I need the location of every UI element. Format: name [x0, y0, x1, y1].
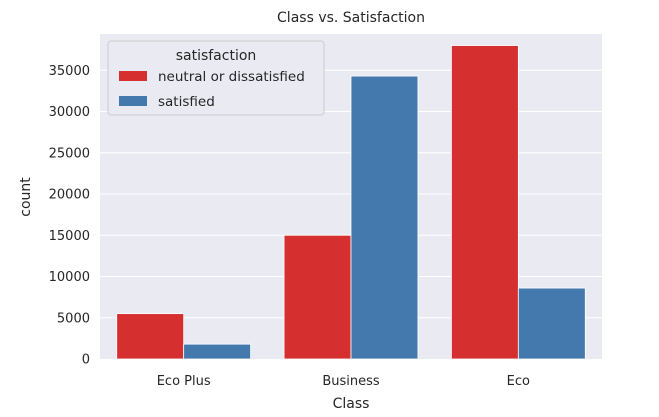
y-tick-label: 10000 [49, 270, 90, 285]
bar-eco-neutral [450, 45, 519, 360]
bars [116, 45, 586, 360]
x-tick-label: Business [322, 374, 380, 389]
y-tick-label: 15000 [49, 229, 90, 244]
legend-swatch-neutral [119, 71, 147, 81]
legend-title: satisfaction [176, 48, 257, 64]
bar-business-satisfied [350, 75, 419, 360]
y-tick-label: 20000 [49, 188, 90, 203]
y-tick-label: 35000 [49, 64, 90, 79]
y-tick-label: 5000 [57, 311, 90, 326]
legend-box [107, 40, 325, 116]
chart-title: Class vs. Satisfaction [277, 10, 425, 26]
y-tick-label: 0 [82, 353, 90, 368]
x-axis-label: Class [333, 396, 370, 412]
bar-eco-plus-neutral [116, 313, 185, 360]
y-tick-label: 30000 [49, 105, 90, 120]
y-axis-label: count [18, 177, 34, 217]
x-tick-label: Eco [507, 374, 530, 389]
bar-eco-satisfied [517, 287, 586, 360]
x-tick-label: Eco Plus [157, 374, 211, 389]
legend: satisfaction neutral or dissatisfied sat… [107, 40, 325, 116]
x-tick-labels: Eco Plus Business Eco [157, 374, 530, 389]
legend-swatch-satisfied [119, 96, 147, 106]
bar-business-neutral [283, 234, 352, 360]
y-tick-label: 25000 [49, 146, 90, 161]
y-tick-labels: 0 5000 10000 15000 20000 25000 30000 35000 [49, 64, 90, 368]
legend-label-neutral: neutral or dissatisfied [158, 69, 305, 85]
bar-eco-plus-satisfied [183, 343, 252, 360]
legend-label-satisfied: satisfied [158, 94, 215, 110]
